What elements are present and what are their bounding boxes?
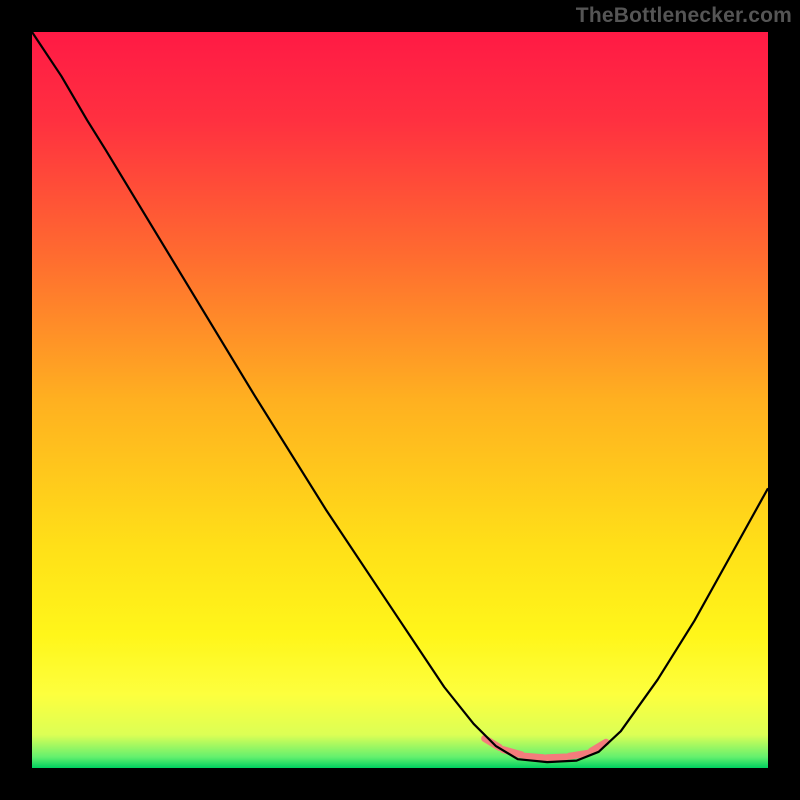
bottleneck-chart <box>0 0 800 800</box>
watermark-text: TheBottlenecker.com <box>576 4 792 28</box>
plot-background <box>32 32 768 768</box>
chart-container: TheBottlenecker.com <box>0 0 800 800</box>
